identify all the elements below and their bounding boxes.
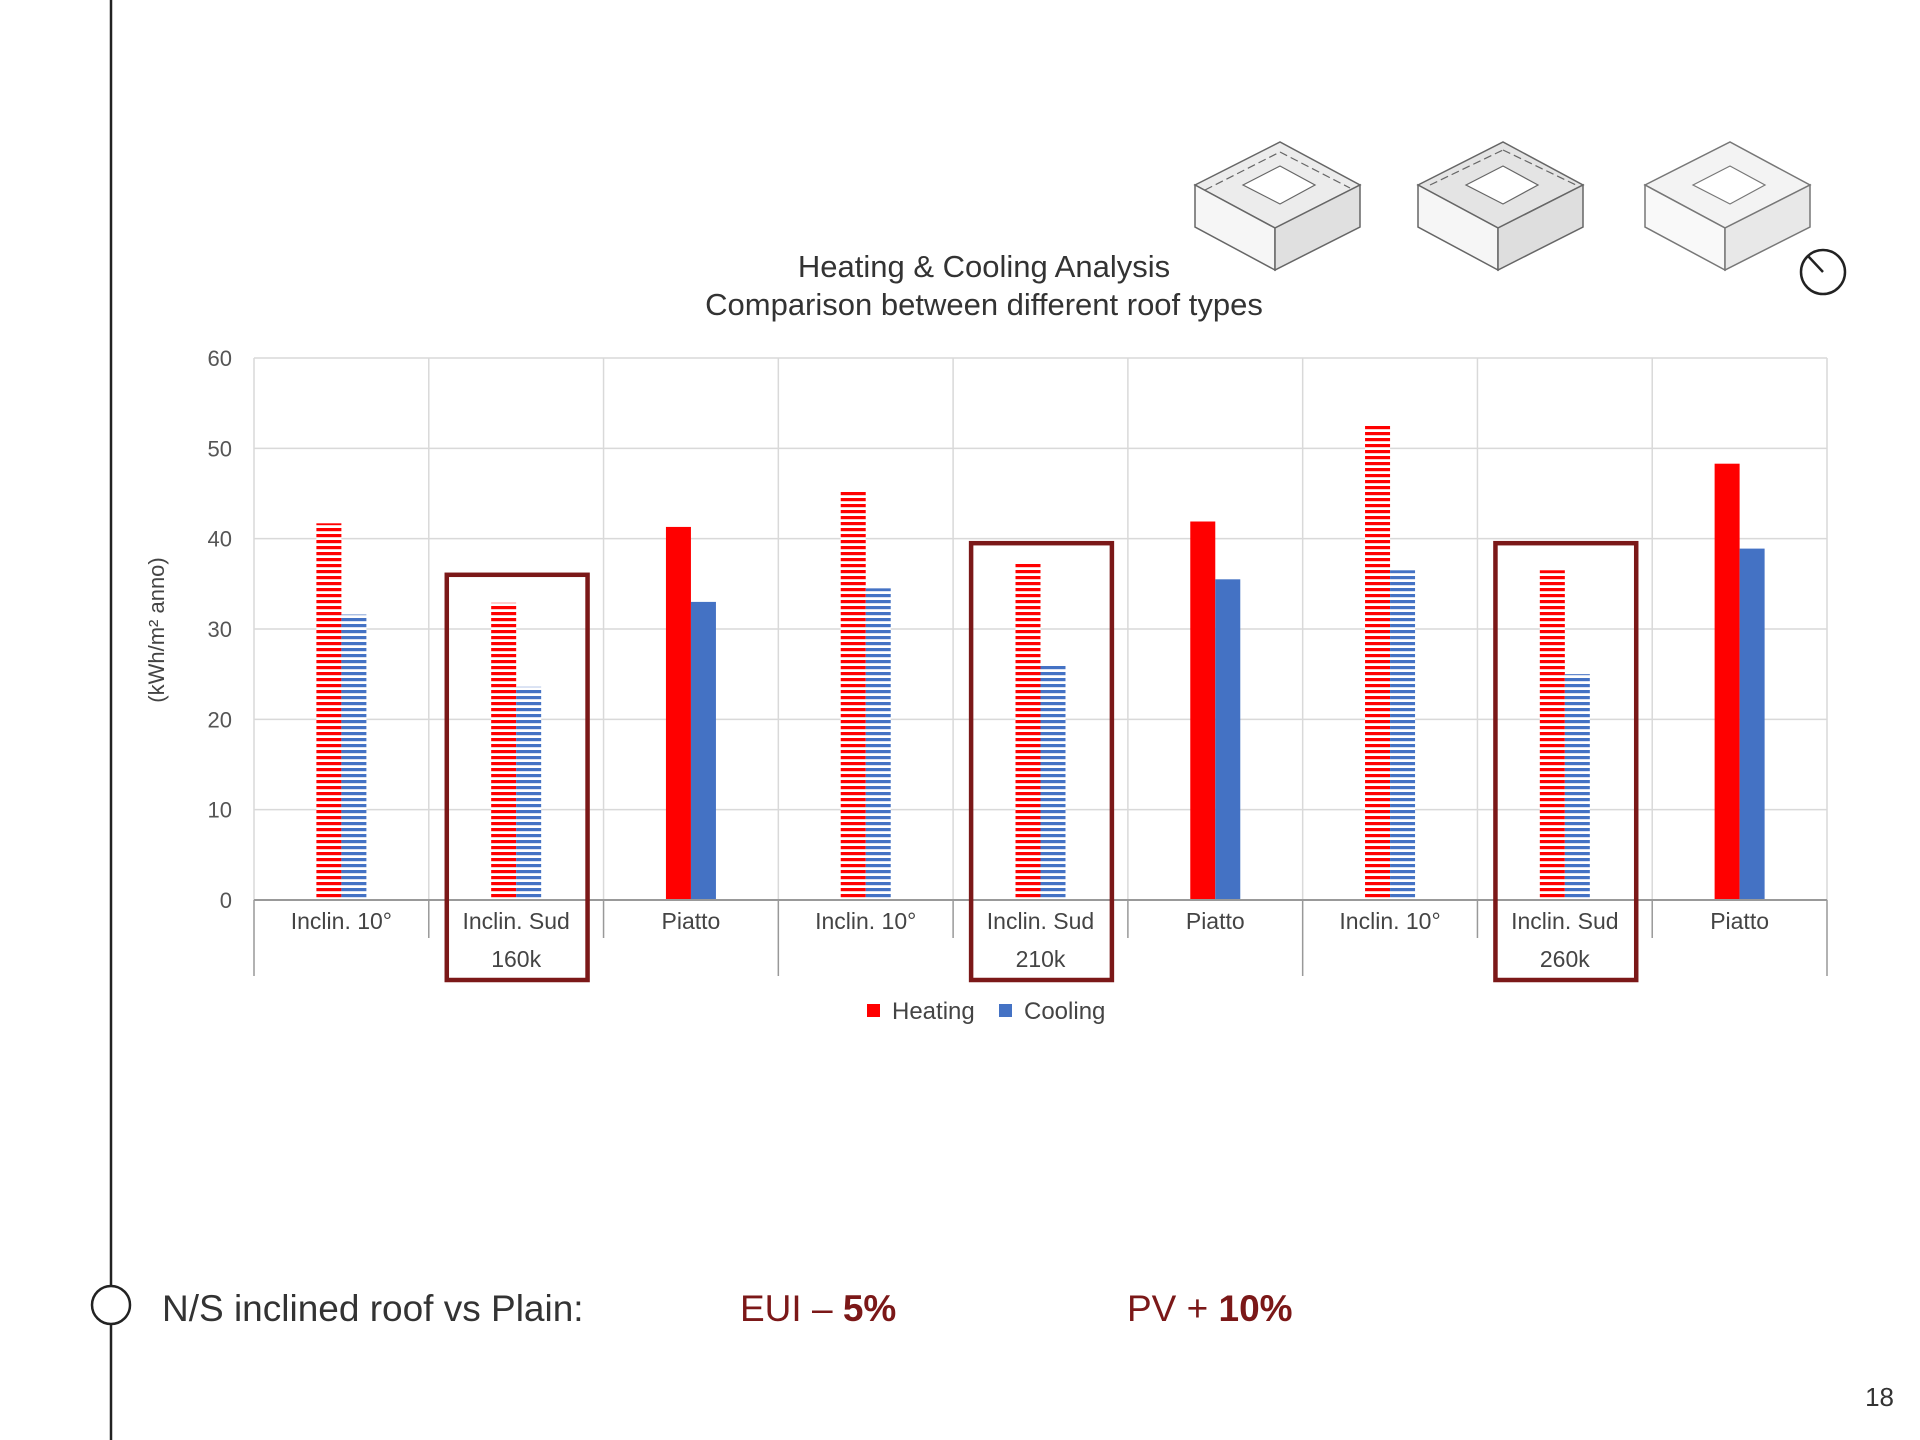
x-category-label: Piatto bbox=[1710, 908, 1769, 934]
x-category-label: Inclin. Sud bbox=[987, 908, 1094, 934]
highlight-box-1 bbox=[444, 572, 590, 983]
roof-inclined-south-illustration bbox=[1416, 141, 1585, 272]
clock-icon bbox=[1799, 248, 1847, 296]
x-group-label: 260k bbox=[1540, 946, 1590, 972]
legend-cooling-swatch bbox=[999, 1004, 1012, 1017]
bar-cooling-7 bbox=[1564, 674, 1590, 900]
eui-value: 5% bbox=[842, 1288, 897, 1329]
timeline-node bbox=[90, 1284, 132, 1326]
bar-heating-2 bbox=[665, 526, 691, 900]
highlight-box-4 bbox=[968, 540, 1115, 983]
eui-metric: EUI – 5% bbox=[740, 1288, 896, 1330]
bars-layer bbox=[316, 425, 1765, 900]
bar-cooling-8 bbox=[1739, 548, 1765, 900]
pv-prefix: PV + bbox=[1127, 1288, 1219, 1329]
bar-cooling-1 bbox=[516, 686, 542, 900]
bar-heating-7 bbox=[1539, 570, 1565, 900]
chart-title: Heating & Cooling Analysis bbox=[798, 249, 1170, 284]
x-group-label: 210k bbox=[1016, 946, 1066, 972]
y-axis-label: (kWh/m² anno) bbox=[144, 557, 169, 702]
roof-inclined-10-illustration bbox=[1193, 141, 1362, 272]
footer-statement: N/S inclined roof vs Plain: bbox=[162, 1288, 584, 1329]
x-category-label: Inclin. Sud bbox=[462, 908, 569, 934]
y-tick-label: 30 bbox=[208, 617, 232, 642]
y-tick-label: 0 bbox=[220, 888, 232, 913]
x-category-label: Inclin. Sud bbox=[1511, 908, 1618, 934]
roof-flat-illustration bbox=[1643, 141, 1812, 272]
x-category-label: Inclin. 10° bbox=[291, 908, 392, 934]
bar-heating-0 bbox=[316, 523, 342, 900]
bar-heating-8 bbox=[1714, 463, 1740, 900]
bar-cooling-0 bbox=[341, 614, 367, 900]
highlight-box-7 bbox=[1493, 540, 1639, 983]
page-number: 18 bbox=[1865, 1382, 1894, 1412]
bar-heating-6 bbox=[1365, 425, 1391, 900]
pv-metric: PV + 10% bbox=[1127, 1288, 1293, 1330]
bar-heating-3 bbox=[840, 489, 866, 900]
x-category-label: Inclin. 10° bbox=[815, 908, 916, 934]
bar-cooling-2 bbox=[690, 601, 716, 900]
y-tick-label: 10 bbox=[208, 798, 232, 823]
y-tick-label: 40 bbox=[208, 527, 232, 552]
y-tick-label: 60 bbox=[208, 346, 232, 371]
axis-layer: 0 10 20 30 40 50 60 Inclin. 10° Inclin. Sud Piatt… bbox=[208, 346, 1828, 976]
y-tick-label: 50 bbox=[208, 436, 232, 461]
x-category-label: Piatto bbox=[662, 908, 721, 934]
y-tick-label: 20 bbox=[208, 707, 232, 732]
chart-subtitle: Comparison between different roof types bbox=[705, 287, 1263, 322]
pv-value: 10% bbox=[1218, 1288, 1293, 1329]
bar-cooling-6 bbox=[1390, 570, 1416, 900]
x-category-label: Inclin. 10° bbox=[1339, 908, 1440, 934]
bar-heating-1 bbox=[491, 602, 517, 900]
bar-cooling-5 bbox=[1215, 579, 1241, 900]
bar-heating-5 bbox=[1190, 521, 1216, 900]
legend-heating-swatch bbox=[867, 1004, 880, 1017]
legend-cooling-label: Cooling bbox=[1024, 998, 1105, 1025]
x-category-label: Piatto bbox=[1186, 908, 1245, 934]
x-group-label: 160k bbox=[491, 946, 541, 972]
legend-heating-label: Heating bbox=[892, 998, 975, 1025]
legend: Heating Cooling bbox=[867, 998, 1105, 1025]
eui-prefix: EUI – bbox=[740, 1288, 843, 1329]
highlight-layer bbox=[444, 540, 1639, 983]
bar-heating-4 bbox=[1015, 563, 1041, 900]
bar-cooling-4 bbox=[1040, 665, 1066, 900]
bar-cooling-3 bbox=[865, 588, 891, 900]
